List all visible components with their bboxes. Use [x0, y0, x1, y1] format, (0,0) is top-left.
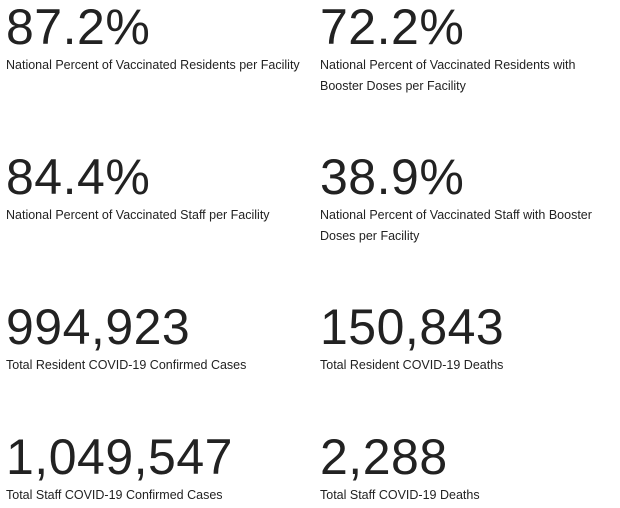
stat-label: Total Staff COVID-19 Confirmed Cases: [6, 488, 223, 502]
stat-residents-booster: 72.2% National Percent of Vaccinated Res…: [320, 2, 620, 97]
stat-label: National Percent of Vaccinated Staff wit…: [320, 208, 592, 243]
stat-staff-vaccinated: 84.4% National Percent of Vaccinated Sta…: [6, 152, 306, 226]
stat-value: 84.4%: [6, 149, 151, 205]
stat-resident-deaths: 150,843 Total Resident COVID-19 Deaths: [320, 302, 620, 376]
stat-staff-deaths: 2,288 Total Staff COVID-19 Deaths: [320, 432, 620, 506]
stat-value: 38.9%: [320, 149, 465, 205]
stat-value: 994,923: [6, 299, 191, 355]
stat-label: Total Resident COVID-19 Deaths: [320, 358, 504, 372]
stat-resident-cases: 994,923 Total Resident COVID-19 Confirme…: [6, 302, 306, 376]
stat-value: 72.2%: [320, 0, 465, 55]
stat-staff-booster: 38.9% National Percent of Vaccinated Sta…: [320, 152, 620, 247]
stat-value: 87.2%: [6, 0, 151, 55]
stat-label: Total Resident COVID-19 Confirmed Cases: [6, 358, 247, 372]
stat-label: National Percent of Vaccinated Residents…: [6, 58, 300, 72]
stat-staff-cases: 1,049,547 Total Staff COVID-19 Confirmed…: [6, 432, 306, 506]
stat-label: National Percent of Vaccinated Staff per…: [6, 208, 270, 222]
stat-value: 2,288: [320, 429, 448, 485]
stat-value: 150,843: [320, 299, 505, 355]
stat-residents-vaccinated: 87.2% National Percent of Vaccinated Res…: [6, 2, 306, 76]
stat-label: Total Staff COVID-19 Deaths: [320, 488, 480, 502]
stat-value: 1,049,547: [6, 429, 233, 485]
stat-label: National Percent of Vaccinated Residents…: [320, 58, 576, 93]
